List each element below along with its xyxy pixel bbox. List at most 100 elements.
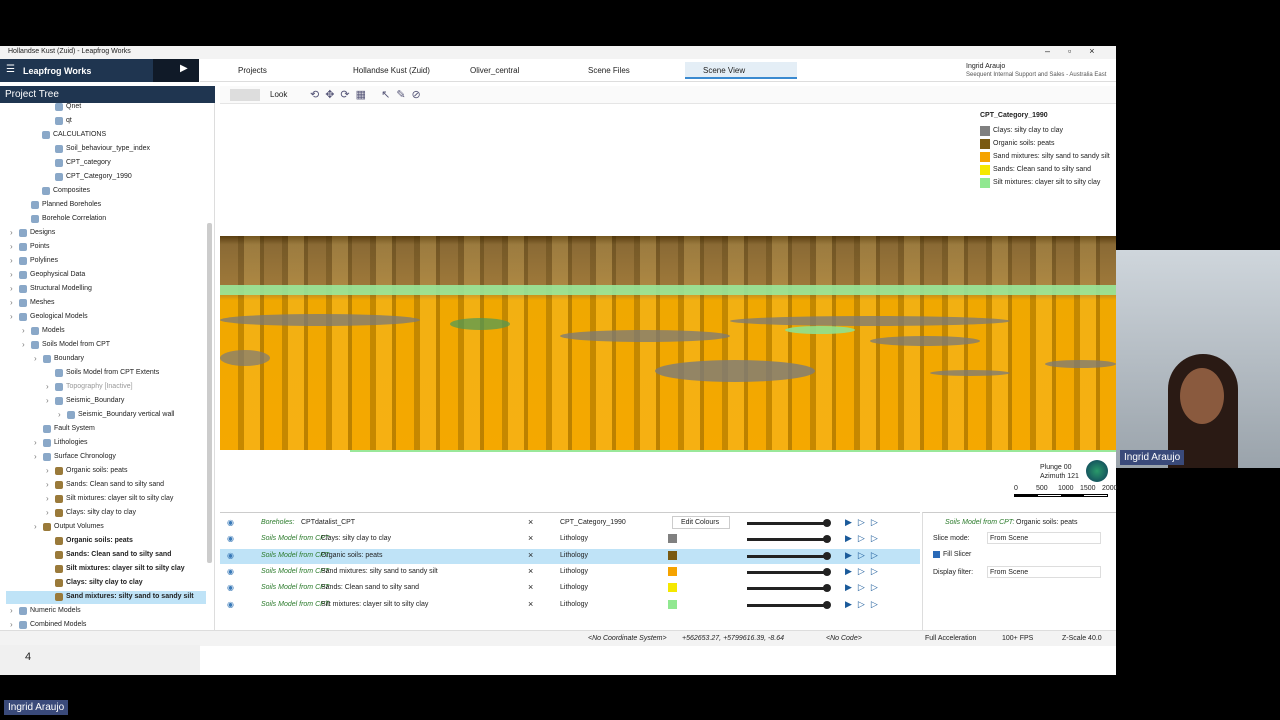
tree-item[interactable]: Output Volumes bbox=[54, 523, 104, 530]
tree-item[interactable]: Combined Models bbox=[30, 621, 87, 628]
tree-item[interactable]: Composites bbox=[53, 187, 90, 194]
look-button[interactable]: Look bbox=[270, 90, 288, 99]
tree-item[interactable]: Sand mixtures: silty sand to sandy silt bbox=[66, 593, 194, 600]
remove[interactable]: × bbox=[528, 565, 534, 576]
tree-item[interactable]: Boundary bbox=[54, 355, 84, 362]
tree-item[interactable]: Planned Boreholes bbox=[42, 201, 102, 208]
object-property[interactable]: CPT_Category_1990 bbox=[560, 519, 626, 526]
tree-item[interactable]: Topography [Inactive] bbox=[66, 383, 133, 390]
tree-item[interactable]: Geological Models bbox=[30, 313, 88, 320]
tree-item[interactable]: Numeric Models bbox=[30, 607, 81, 614]
playback[interactable]: ▶▷▷ bbox=[845, 582, 884, 593]
app-window: Hollandse Kust (Zuid) - Leapfrog Works –… bbox=[0, 46, 1118, 675]
tree-item[interactable]: CALCULATIONS bbox=[53, 131, 107, 138]
tree-item[interactable]: CPT_category bbox=[66, 159, 111, 166]
tree-item[interactable]: Lithologies bbox=[54, 439, 88, 446]
playback[interactable]: ▶▷▷ bbox=[845, 549, 884, 560]
remove[interactable]: × bbox=[528, 517, 534, 527]
object-row[interactable]: ◉ Boreholes: CPTdatalist_CPT × CPT_Category_… bbox=[220, 516, 920, 531]
tree-icon bbox=[42, 187, 50, 195]
tab[interactable]: Projects bbox=[220, 62, 332, 79]
tree-item[interactable]: CPT_Category_1990 bbox=[66, 173, 132, 180]
tree-item[interactable]: Seismic_Boundary vertical wall bbox=[78, 411, 175, 418]
tree-icon bbox=[55, 467, 63, 475]
tab[interactable]: Scene View bbox=[685, 62, 797, 79]
tree-item[interactable]: Clays: silty clay to clay bbox=[66, 509, 137, 516]
remove[interactable]: × bbox=[528, 598, 534, 609]
tree-item[interactable]: Sands: Clean sand to silty sand bbox=[66, 481, 165, 488]
color-swatch bbox=[668, 566, 677, 576]
window-controls[interactable]: –▫× bbox=[1045, 46, 1113, 56]
scale-label: 2000 bbox=[1102, 485, 1118, 492]
playback[interactable]: ▶▷▷ bbox=[845, 517, 884, 527]
tree-item[interactable]: Borehole Correlation bbox=[42, 215, 107, 222]
remove[interactable]: × bbox=[528, 549, 534, 560]
tree-item[interactable]: Silt mixtures: clayer silt to silty clay bbox=[66, 565, 185, 572]
legend-swatch bbox=[980, 126, 990, 136]
object-property[interactable]: Lithology bbox=[560, 600, 589, 608]
tree-icon bbox=[19, 299, 27, 307]
object-property[interactable]: Lithology bbox=[560, 567, 589, 575]
tree-item[interactable]: Sands: Clean sand to silty sand bbox=[66, 551, 172, 558]
tab[interactable]: Hollandse Kust (Zuid) bbox=[335, 62, 447, 79]
scene-view[interactable]: CPT_Category_1990 Clays: silty clay to cl… bbox=[220, 104, 1118, 510]
object-prefix: Soils Model from CPT: bbox=[261, 600, 331, 608]
tree-item[interactable]: Soils Model from CPT bbox=[42, 341, 111, 348]
tree-arrow: › bbox=[58, 410, 61, 419]
tree-item[interactable]: Models bbox=[42, 327, 65, 334]
remove[interactable]: × bbox=[528, 582, 534, 593]
tree-item[interactable]: Soils Model from CPT Extents bbox=[66, 369, 160, 376]
tree-item[interactable]: Meshes bbox=[30, 299, 55, 306]
object-property[interactable]: Lithology bbox=[560, 535, 589, 543]
playback[interactable]: ▶▷▷ bbox=[845, 533, 884, 544]
tree-item[interactable]: Soil_behaviour_type_index bbox=[66, 145, 151, 152]
object-row[interactable]: ◉ Soils Model from CPT: Silt mixtures: cla… bbox=[220, 598, 920, 613]
color-swatch bbox=[668, 599, 677, 609]
tree-item[interactable]: Fault System bbox=[54, 425, 95, 432]
tab[interactable]: Scene Files bbox=[570, 62, 682, 79]
fill-checkbox[interactable] bbox=[933, 551, 940, 558]
status-item: <No Code> bbox=[826, 635, 862, 642]
slider-knob bbox=[823, 551, 831, 560]
tree-item[interactable]: Seismic_Boundary bbox=[66, 397, 125, 404]
play[interactable]: ▶ bbox=[153, 59, 199, 82]
playback[interactable]: ▶▷▷ bbox=[845, 565, 884, 576]
filter-label: Display filter: bbox=[933, 569, 974, 576]
tree-item[interactable]: Geophysical Data bbox=[30, 271, 86, 278]
filter-select[interactable]: From Scene bbox=[987, 566, 1101, 578]
tree-item[interactable]: Silt mixtures: clayer silt to silty clay bbox=[66, 495, 174, 502]
compass[interactable] bbox=[1086, 460, 1108, 482]
tree-icon bbox=[55, 397, 63, 405]
object-prefix: Boreholes: bbox=[261, 519, 295, 526]
playback[interactable]: ▶▷▷ bbox=[845, 598, 884, 609]
tree-item[interactable]: Points bbox=[30, 243, 50, 250]
tree-arrow: › bbox=[10, 284, 13, 293]
object-property[interactable]: Lithology bbox=[560, 551, 589, 559]
tree-item[interactable]: Qnet bbox=[66, 103, 82, 110]
tree-item[interactable]: Clays: silty clay to clay bbox=[66, 579, 143, 586]
slider-knob bbox=[823, 600, 831, 609]
tree-item[interactable]: Organic soils: peats bbox=[66, 467, 128, 474]
object-row[interactable]: ◉ Soils Model from CPT: Clays: silty clay … bbox=[220, 532, 920, 547]
object-row[interactable]: ◉ Soils Model from CPT: Sand mixtures: sil… bbox=[220, 565, 920, 580]
edit-colours[interactable]: Edit Colours bbox=[672, 516, 730, 529]
tree-item[interactable]: Surface Chronology bbox=[54, 453, 116, 460]
remove[interactable]: × bbox=[528, 533, 534, 544]
object-row[interactable]: ◉ Soils Model from CPT: Organic soils: pea… bbox=[220, 548, 920, 564]
tree-item[interactable]: Polylines bbox=[30, 257, 59, 264]
object-property[interactable]: Lithology bbox=[560, 584, 589, 592]
tree-icon bbox=[55, 117, 63, 125]
tree-arrow: › bbox=[10, 256, 13, 265]
tree-item[interactable]: Designs bbox=[30, 229, 56, 236]
window-title: Hollandse Kust (Zuid) - Leapfrog Works bbox=[8, 48, 131, 55]
tree-item[interactable]: Structural Modelling bbox=[30, 285, 92, 292]
tree-item[interactable]: qt bbox=[66, 117, 72, 124]
legend-swatch bbox=[980, 152, 990, 162]
tree-icon bbox=[55, 173, 63, 181]
tree-arrow: › bbox=[10, 270, 13, 279]
slice-select[interactable]: From Scene bbox=[987, 532, 1101, 544]
object-row[interactable]: ◉ Soils Model from CPT: Sands: Clean sand … bbox=[220, 581, 920, 596]
tree-item[interactable]: Organic soils: peats bbox=[66, 537, 133, 544]
tab[interactable]: Oliver_central bbox=[452, 62, 564, 79]
tree-icon bbox=[55, 495, 63, 503]
